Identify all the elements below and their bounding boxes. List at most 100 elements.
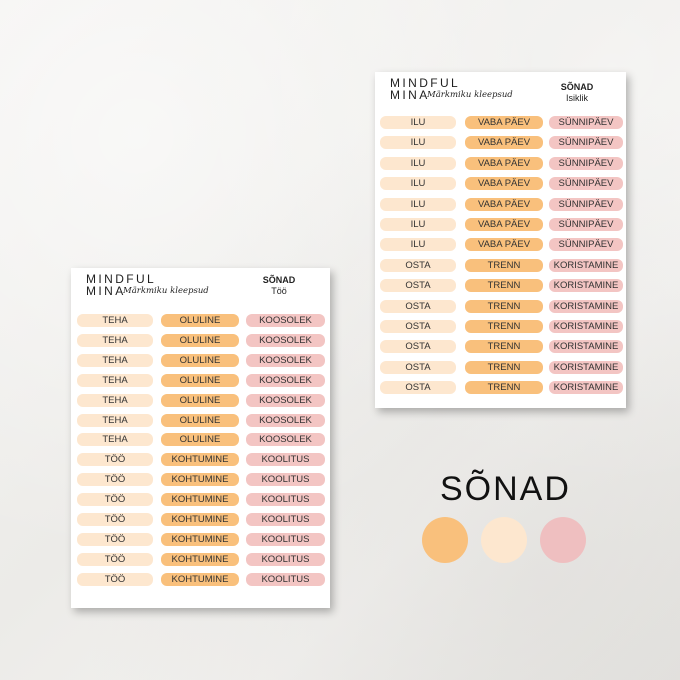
sticker-label: KOHTUMINE xyxy=(161,552,239,566)
sheet-title: SÕNAD Töö xyxy=(249,275,309,297)
sticker-label: OSTA xyxy=(380,320,456,333)
sticker-label: OLULINE xyxy=(161,353,239,367)
sticker-label: OSTA xyxy=(380,360,456,374)
sticker-label: OSTA xyxy=(380,381,456,395)
sticker-label: KOHTUMINE xyxy=(161,532,239,546)
brand-line-2: MINA xyxy=(86,284,126,298)
sticker-label: KOOSOLEK xyxy=(246,373,325,387)
sticker-label: KOOSOLEK xyxy=(246,393,325,407)
sticker-label: VABA PÄEV xyxy=(465,177,543,191)
sticker-label: OLULINE xyxy=(161,413,239,427)
sticker-label: KORISTAMINE xyxy=(549,258,623,272)
sticker-label: TRENN xyxy=(465,381,543,395)
brand-script: Märkmiku kleepsud xyxy=(427,90,513,100)
sticker-label: KORISTAMINE xyxy=(549,299,623,313)
sticker-label: TRENN xyxy=(465,279,543,293)
brand-logo: MINDFUL MINA Märkmiku kleepsud xyxy=(390,76,513,102)
sticker-label: OLULINE xyxy=(161,373,239,387)
sheet-title-sub: Isiklik xyxy=(566,93,588,103)
sticker-label: KOOSOLEK xyxy=(246,353,325,367)
swatch-orange xyxy=(422,517,468,563)
brand-line-1: MINDFUL xyxy=(390,76,461,90)
sticker-label: KOOLITUS xyxy=(246,572,325,586)
sticker-label: VABA PÄEV xyxy=(465,156,543,170)
sticker-label: KOHTUMINE xyxy=(161,513,239,526)
product-heading: SÕNAD xyxy=(440,470,571,508)
sticker-label: TÖÖ xyxy=(77,572,153,586)
sticker-label: KOOSOLEK xyxy=(246,413,325,427)
sticker-label: ILU xyxy=(380,136,456,150)
sticker-label: KORISTAMINE xyxy=(549,320,623,333)
sticker-label: TÖÖ xyxy=(77,493,153,507)
brand-logo: MINDFUL MINA Märkmiku kleepsud xyxy=(86,272,209,298)
sticker-label: ILU xyxy=(380,197,456,211)
sticker-label: KOOLITUS xyxy=(246,473,325,487)
sticker-label: KOHTUMINE xyxy=(161,493,239,507)
sticker-label: OLULINE xyxy=(161,333,239,347)
sticker-label: SÜNNIPÄEV xyxy=(549,156,623,170)
sticker-label: TEHA xyxy=(77,433,153,447)
sticker-label: OSTA xyxy=(380,340,456,354)
sticker-label: KOHTUMINE xyxy=(161,572,239,586)
sticker-label: TEHA xyxy=(77,373,153,387)
sticker-label: ILU xyxy=(380,238,456,252)
sticker-label: ILU xyxy=(380,177,456,191)
sticker-label: TÖÖ xyxy=(77,532,153,546)
swatch-peach xyxy=(481,517,527,563)
sheet-title-main: SÕNAD xyxy=(262,275,296,285)
sticker-label: KORISTAMINE xyxy=(549,360,623,374)
sticker-label: OLULINE xyxy=(161,393,239,407)
sticker-label: TRENN xyxy=(465,340,543,354)
sticker-label: TEHA xyxy=(77,393,153,407)
sticker-label: KOHTUMINE xyxy=(161,473,239,487)
brand-line-2: MINA xyxy=(390,88,430,102)
sticker-label: OSTA xyxy=(380,299,456,313)
sticker-label: TEHA xyxy=(77,314,153,327)
sticker-label: KORISTAMINE xyxy=(549,381,623,395)
sticker-label: KOOLITUS xyxy=(246,453,325,467)
sticker-label: TÖÖ xyxy=(77,552,153,566)
sticker-label: TRENN xyxy=(465,258,543,272)
sticker-label: KOOSOLEK xyxy=(246,433,325,447)
sticker-label: TRENN xyxy=(465,360,543,374)
sticker-label: ILU xyxy=(380,218,456,231)
sticker-label: KOOSOLEK xyxy=(246,333,325,347)
sticker-label: OSTA xyxy=(380,279,456,293)
sticker-label: VABA PÄEV xyxy=(465,238,543,252)
sticker-label: ILU xyxy=(380,116,456,129)
sticker-label: VABA PÄEV xyxy=(465,116,543,129)
sheet-title-main: SÕNAD xyxy=(560,82,594,92)
brand-line-1: MINDFUL xyxy=(86,272,157,286)
sticker-label: SÜNNIPÄEV xyxy=(549,116,623,129)
sticker-label: KOOSOLEK xyxy=(246,314,325,327)
brand-script: Märkmiku kleepsud xyxy=(123,286,209,296)
sticker-label: KOOLITUS xyxy=(246,552,325,566)
sticker-label: TÖÖ xyxy=(77,473,153,487)
sticker-label: SÜNNIPÄEV xyxy=(549,238,623,252)
sticker-label: SÜNNIPÄEV xyxy=(549,136,623,150)
sticker-label: KOOLITUS xyxy=(246,532,325,546)
sheet-title: SÕNAD Isiklik xyxy=(547,82,607,104)
swatch-pink xyxy=(540,517,586,563)
sheet-title-sub: Töö xyxy=(271,286,287,296)
sticker-label: KORISTAMINE xyxy=(549,279,623,293)
sticker-label: KOOLITUS xyxy=(246,513,325,526)
sticker-label: OLULINE xyxy=(161,433,239,447)
sticker-label: KOOLITUS xyxy=(246,493,325,507)
sticker-label: ILU xyxy=(380,156,456,170)
sticker-label: TÖÖ xyxy=(77,513,153,526)
sticker-label: KOHTUMINE xyxy=(161,453,239,467)
sticker-label: OLULINE xyxy=(161,314,239,327)
sticker-label: TÖÖ xyxy=(77,453,153,467)
sticker-label: TEHA xyxy=(77,413,153,427)
sticker-label: TEHA xyxy=(77,353,153,367)
sticker-label: VABA PÄEV xyxy=(465,218,543,231)
sticker-label: VABA PÄEV xyxy=(465,136,543,150)
sticker-label: TRENN xyxy=(465,299,543,313)
sticker-label: VABA PÄEV xyxy=(465,197,543,211)
sticker-label: SÜNNIPÄEV xyxy=(549,218,623,231)
sticker-label: KORISTAMINE xyxy=(549,340,623,354)
sticker-label: TRENN xyxy=(465,320,543,333)
sticker-label: OSTA xyxy=(380,258,456,272)
sticker-label: SÜNNIPÄEV xyxy=(549,177,623,191)
